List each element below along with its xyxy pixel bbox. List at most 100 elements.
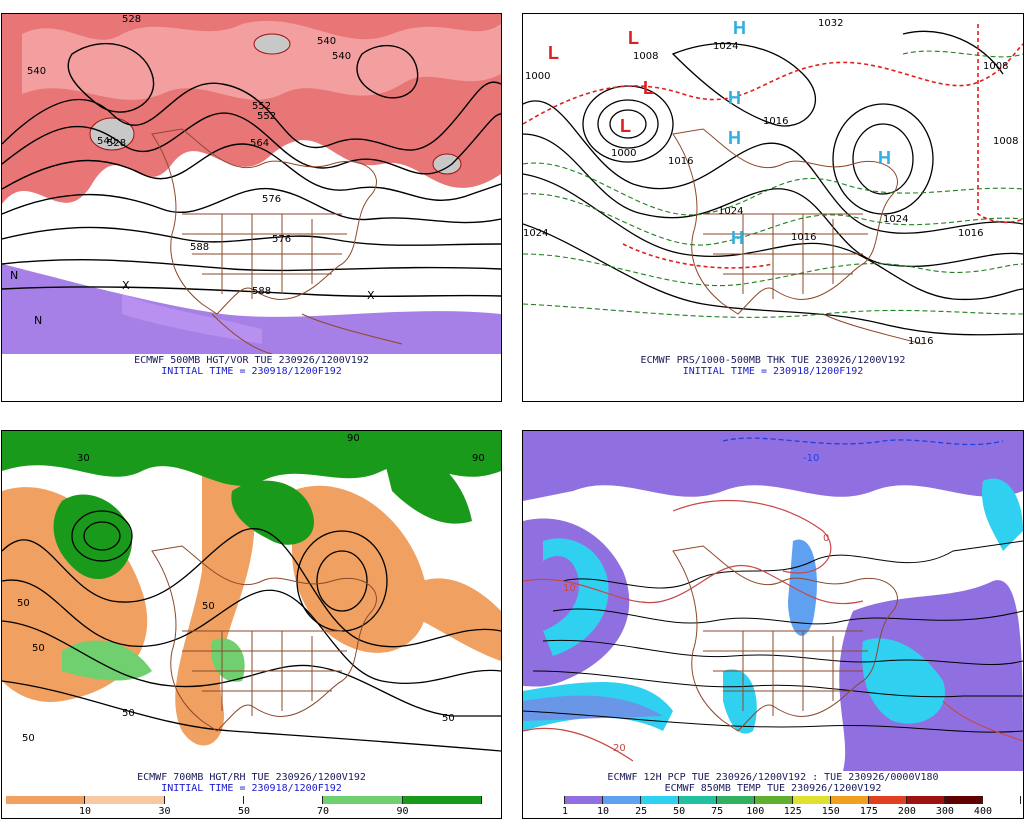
panel-initial-time: INITIAL TIME = 230918/1200F192 [161, 366, 342, 377]
precip-colorbar-labels: 1 10 25 50 75 100 125 150 175 200 300 40… [527, 806, 1021, 818]
colorbar-tick: 25 [635, 806, 648, 817]
vort-max-marker: X [367, 289, 375, 302]
contour-label: 528 [107, 138, 126, 149]
isobar-label: 1016 [763, 116, 788, 127]
low-pressure-center: L [620, 116, 631, 136]
contour-label: 576 [262, 194, 281, 205]
colorbar-tick: 300 [935, 806, 954, 817]
colorbar-tick: 10 [78, 806, 92, 817]
panel-title: ECMWF 700MB HGT/RH TUE 230926/1200V192 [137, 772, 366, 783]
panel-title: ECMWF 500MB HGT/VOR TUE 230926/1200V192 [134, 355, 369, 366]
high-pressure-center: H [728, 88, 741, 108]
temp-label: -10 [803, 453, 819, 464]
colorbar-segment [945, 796, 983, 804]
high-pressure-center: H [878, 148, 891, 168]
colorbar-segment [6, 796, 86, 804]
colorbar-segment [603, 796, 641, 804]
colorbar-tick: 70 [316, 806, 330, 817]
colorbar-tick: 50 [237, 806, 251, 817]
colorbar-segment [323, 796, 403, 804]
low-pressure-center: L [643, 78, 654, 98]
temp-label: 10 [563, 583, 576, 594]
colorbar-segment [717, 796, 755, 804]
map-precip-850temp: -10 0 10 20 [523, 431, 1023, 771]
isobar-label: 1032 [818, 18, 843, 29]
colorbar-segment [907, 796, 945, 804]
colorbar-segment [527, 796, 565, 804]
colorbar-segment [402, 796, 482, 804]
contour-label: 540 [317, 36, 336, 47]
low-pressure-center: L [548, 43, 559, 63]
colorbar-tick: 400 [973, 806, 992, 817]
temp-label: 20 [613, 743, 626, 754]
temp-label: 0 [823, 533, 829, 544]
panel-500mb-hgt-vor: 528 540 540 540 528 540 552 552 564 576 … [1, 13, 502, 402]
contour-label: 540 [332, 51, 351, 62]
colorbar-tick: 90 [396, 806, 409, 817]
rh-label: 50 [32, 643, 45, 654]
map-700mb-rh: 50 50 50 50 50 50 90 30 90 [2, 431, 501, 771]
colorbar-tick: 200 [897, 806, 916, 817]
isobar-label: 1000 [611, 148, 636, 159]
colorbar-segment [565, 796, 603, 804]
colorbar-segment [85, 796, 165, 804]
colorbar-segment [679, 796, 717, 804]
contour-label: 540 [97, 136, 116, 147]
panel-initial-time: INITIAL TIME = 230918/1200F192 [682, 366, 864, 377]
contour-label: 540 [27, 66, 46, 77]
isobar-label: 1000 [525, 71, 550, 82]
colorbar-segment [641, 796, 679, 804]
colorbar-segment [831, 796, 869, 804]
vort-min-marker: N [10, 269, 18, 282]
high-pressure-center: H [728, 128, 741, 148]
vort-max-marker: X [122, 279, 130, 292]
contour-label: 588 [252, 286, 271, 297]
colorbar-segment [983, 796, 1021, 804]
panel-700mb-hgt-rh: 50 50 50 50 50 50 90 30 90 ECMWF 700MB H… [1, 430, 502, 819]
rh-label: 50 [122, 708, 135, 719]
rh-label: 50 [22, 733, 35, 744]
rh-label: 90 [472, 453, 485, 464]
isobar-label: 1016 [958, 228, 983, 239]
colorbar-tick: 10 [597, 806, 610, 817]
rh-colorbar-labels: 10 30 50 70 90 [6, 806, 482, 818]
panel-12h-precip-850-temp: -10 0 10 20 ECMWF 12H PCP TUE 230926/120… [522, 430, 1024, 819]
contour-label: 528 [122, 14, 141, 25]
panel-subtitle: ECMWF 850MB TEMP TUE 230926/1200V192 [664, 783, 882, 794]
isobar-label: 1024 [713, 41, 738, 52]
colorbar-tick: 50 [673, 806, 686, 817]
colorbar-tick: 30 [158, 806, 171, 817]
rh-label: 30 [77, 453, 90, 464]
rh-label: 50 [17, 598, 30, 609]
isobar-label: 1024 [718, 206, 743, 217]
colorbar-segment [869, 796, 907, 804]
panel-title: ECMWF PRS/1000-500MB THK TUE 230926/1200… [640, 355, 906, 366]
colorbar-tick: 150 [821, 806, 840, 817]
rh-label: 50 [442, 713, 455, 724]
contour-label: 552 [252, 101, 271, 112]
panel-title: ECMWF 12H PCP TUE 230926/1200V192 : TUE … [607, 772, 939, 783]
map-mslp-thickness: H H H H H L L L L 1000 1008 1000 1024 10… [523, 14, 1023, 354]
low-pressure-center: L [628, 28, 639, 48]
rh-label: 50 [202, 601, 215, 612]
colorbar-segment [755, 796, 793, 804]
rh-colorbar [6, 796, 482, 804]
isobar-label: 1008 [633, 51, 658, 62]
vort-min-marker: N [34, 314, 42, 327]
colorbar-tick: 1 [562, 806, 569, 817]
high-pressure-center: H [733, 18, 746, 38]
panel-initial-time: INITIAL TIME = 230918/1200F192 [161, 783, 342, 794]
precip-colorbar [527, 796, 1021, 804]
colorbar-segment [793, 796, 831, 804]
colorbar-tick: 100 [746, 806, 765, 817]
contour-label: 564 [250, 138, 269, 149]
isobar-label: 1024 [883, 214, 908, 225]
colorbar-segment [243, 796, 324, 804]
contour-label: 588 [190, 242, 209, 253]
high-pressure-center: H [731, 228, 744, 248]
colorbar-tick: 175 [859, 806, 878, 817]
rh-label: 90 [347, 433, 360, 444]
isobar-label: 1008 [993, 136, 1018, 147]
isobar-label: 1016 [791, 232, 816, 243]
contour-label: 552 [257, 111, 276, 122]
